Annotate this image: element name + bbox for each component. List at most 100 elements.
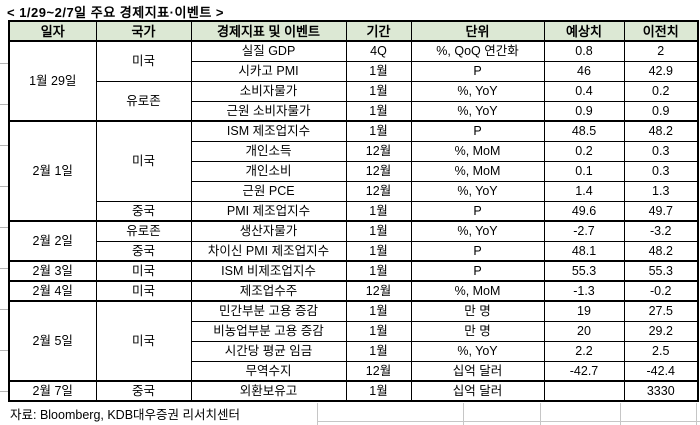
forecast-cell: 2.2 [543, 340, 625, 361]
unit-cell: P [410, 60, 545, 81]
indicator-cell: 생산자물가 [190, 220, 347, 241]
unit-cell: %, YoY [410, 180, 545, 201]
gridline-stub [0, 391, 8, 392]
date-cell: 2월 3일 [8, 260, 97, 281]
unit-cell: %, YoY [410, 100, 545, 121]
period-cell: 12월 [345, 280, 412, 301]
country-cell: 유로존 [95, 80, 192, 121]
forecast-cell: 20 [543, 320, 625, 341]
previous-cell: 55.3 [623, 260, 699, 281]
indicator-cell: PMI 제조업지수 [190, 200, 347, 221]
gridline-stub [620, 403, 621, 425]
table-row: 2월 5일 미국 민간부분 고용 증감 1월 만 명 19 27.5 [8, 300, 699, 381]
unit-cell: %, MoM [410, 160, 545, 181]
header-date: 일자 [8, 21, 97, 42]
indicator-cell: 비농업부분 고용 증감 [190, 320, 347, 341]
table-row: 2월 2일 유로존 생산자물가 1월%, YoY -2.7 -3.2 [8, 220, 699, 261]
gridline-stub [0, 309, 8, 310]
unit-cell: %, QoQ 연간화 [410, 40, 545, 61]
forecast-cell: 48.5 [543, 120, 625, 141]
indicator-cell: 소비자물가 [190, 80, 347, 101]
unit-cell: 만 명 [410, 320, 545, 341]
country-cell: 미국 [95, 260, 192, 281]
period-cell: 1월 [345, 380, 412, 401]
previous-cell: -42.4 [623, 360, 699, 381]
indicator-cell: 차이신 PMI 제조업지수 [190, 240, 347, 261]
previous-cell: 27.5 [623, 300, 699, 321]
date-cell: 2월 5일 [8, 300, 97, 381]
indicator-cell: 외환보유고 [190, 380, 347, 401]
header-period: 기간 [345, 21, 412, 42]
period-cell: 4Q [345, 40, 412, 61]
forecast-cell: 0.9 [543, 100, 625, 121]
period-cell: 12월 [345, 360, 412, 381]
previous-cell: -3.2 [623, 220, 699, 241]
header-forecast: 예상치 [543, 21, 625, 42]
period-cell: 1월 [345, 260, 412, 281]
table-row: 중국 PMI 제조업지수 1월 P 49.6 49.7 [9, 200, 699, 221]
table-row: 중국 차이신 PMI 제조업지수 1월 P 48.1 48.2 [9, 240, 699, 261]
unit-cell: P [410, 260, 545, 281]
country-cell: 중국 [95, 380, 192, 401]
forecast-cell: 46 [543, 60, 625, 81]
forecast-cell: 49.6 [543, 200, 625, 221]
previous-cell: 48.2 [623, 240, 699, 261]
previous-cell: 48.2 [623, 120, 699, 141]
date-cell: 2월 1일 [8, 120, 97, 221]
period-cell: 12월 [345, 140, 412, 161]
source-note: 자료: Bloomberg, KDB대우증권 리서치센터 [10, 408, 241, 422]
indicator-cell: 개인소비 [190, 160, 347, 181]
indicator-cell: 근원 소비자물가 [190, 100, 347, 121]
previous-cell: 1.3 [623, 180, 699, 201]
indicator-cell: ISM 비제조업지수 [190, 260, 347, 281]
country-cell: 미국 [95, 40, 192, 81]
forecast-cell: 48.1 [543, 240, 625, 261]
forecast-cell: 19 [543, 300, 625, 321]
header-indicator: 경제지표 및 이벤트 [190, 21, 347, 42]
unit-cell: %, YoY [410, 340, 545, 361]
forecast-cell: 0.1 [543, 160, 625, 181]
table-row: 무역수지 12월 십억 달러 -42.7 -42.4 [9, 360, 699, 381]
previous-cell: 29.2 [623, 320, 699, 341]
table-row: 근원 PCE 12월%, YoY 1.4 1.3 [9, 180, 699, 201]
unit-cell: %, MoM [410, 280, 545, 301]
table-row: 개인소득 12월%, MoM 0.2 0.3 [9, 140, 699, 161]
gridline-stub [463, 403, 464, 425]
indicator-cell: 근원 PCE [190, 180, 347, 201]
country-cell: 미국 [95, 280, 192, 301]
previous-cell: 2.5 [623, 340, 699, 361]
gridline-stub [0, 63, 8, 64]
gridline-stub [540, 403, 541, 425]
indicator-cell: 민간부분 고용 증감 [190, 300, 347, 321]
table-row: 근원 소비자물가 1월%, YoY 0.9 0.9 [9, 100, 699, 121]
country-cell: 중국 [95, 240, 192, 261]
unit-cell: 십억 달러 [410, 360, 545, 381]
table-row: 2월 4일 미국 제조업수주 12월%, MoM -1.3 -0.2 [8, 280, 699, 301]
unit-cell: P [410, 240, 545, 261]
indicator-cell: 시간당 평균 임금 [190, 340, 347, 361]
gridline-stub [0, 227, 8, 228]
country-cell: 중국 [95, 200, 192, 221]
previous-cell: -0.2 [623, 280, 699, 301]
forecast-cell [543, 380, 625, 401]
period-cell: 1월 [345, 340, 412, 361]
gridline-stub [0, 350, 8, 351]
gridline-stub [317, 403, 318, 425]
economic-indicators-table: 일자 국가 경제지표 및 이벤트 기간 단위 예상치 이전치 1월 29일 미국 실… [8, 20, 699, 402]
country-cell: 미국 [95, 120, 192, 201]
previous-cell: 0.3 [623, 160, 699, 181]
forecast-cell: 0.2 [543, 140, 625, 161]
page-title: < 1/29~2/7일 주요 경제지표·이벤트 > [7, 5, 225, 20]
gridline-stub [0, 186, 8, 187]
table-row: 2월 7일 중국 외환보유고 1월 십억 달러 3330 [8, 380, 699, 401]
previous-cell: 49.7 [623, 200, 699, 221]
gridline-stub [317, 421, 700, 422]
table-row: 1월 29일 미국 실질 GDP 4Q%, QoQ 연간화 0.8 2 [8, 40, 699, 121]
forecast-cell: -2.7 [543, 220, 625, 241]
indicator-cell: 제조업수주 [190, 280, 347, 301]
unit-cell: P [410, 200, 545, 221]
indicator-cell: 개인소득 [190, 140, 347, 161]
period-cell: 1월 [345, 200, 412, 221]
table-row: 비농업부분 고용 증감 1월 만 명 20 29.2 [9, 320, 699, 341]
